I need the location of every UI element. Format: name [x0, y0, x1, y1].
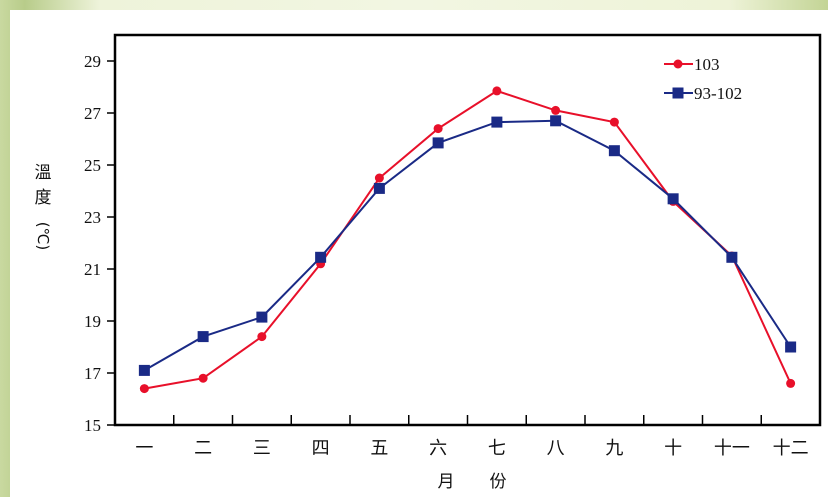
y-tick-label: 29: [84, 52, 101, 71]
series-line-0: [144, 89, 792, 390]
data-point: [785, 341, 797, 353]
data-point: [786, 378, 796, 388]
y-tick-label: 23: [84, 208, 101, 227]
x-tick-label: 九: [605, 438, 623, 458]
data-point: [491, 116, 503, 128]
legend-label: 103: [694, 55, 720, 74]
y-axis: 15 17 19 21 23 25 27 29: [84, 52, 115, 435]
legend-marker: [672, 87, 684, 99]
series-layer: [138, 86, 797, 394]
x-tick-label: 三: [253, 438, 271, 458]
data-point: [373, 182, 385, 194]
y-tick-label: 21: [84, 260, 101, 279]
x-tick-label: 二: [194, 438, 212, 458]
legend-marker: [673, 59, 683, 69]
data-point: [198, 373, 208, 383]
chart-background: [10, 10, 828, 497]
x-axis-label-char: 份: [490, 472, 507, 492]
x-tick-label: 七: [488, 438, 506, 458]
x-tick-label: 五: [370, 438, 388, 458]
x-tick-label: 四: [312, 438, 330, 458]
data-point: [374, 173, 384, 183]
x-axis-label: 月份: [438, 472, 507, 492]
y-tick-label: 17: [84, 364, 102, 383]
y-axis-label-char: 度: [35, 188, 52, 208]
data-point: [492, 86, 502, 96]
y-tick-label: 25: [84, 156, 101, 175]
data-point: [197, 331, 209, 343]
y-axis-label-unit: (℃): [34, 222, 52, 251]
data-point: [433, 124, 443, 134]
legend: 103 93-102: [664, 55, 742, 103]
y-axis-label: 溫度 (℃): [34, 163, 52, 250]
data-point: [256, 311, 268, 323]
data-point: [550, 115, 562, 127]
x-tick-label: 十: [664, 438, 682, 458]
legend-label: 93-102: [694, 84, 742, 103]
x-tick-label: 十二: [773, 438, 809, 458]
y-tick-label: 27: [84, 104, 102, 123]
x-tick-label: 八: [547, 438, 565, 458]
x-axis: 一 二 三 四 五 六 七 八 九 十 十一 十二: [135, 415, 809, 458]
x-tick-label: 一: [135, 438, 153, 458]
data-point: [257, 332, 267, 342]
data-point: [667, 193, 679, 205]
x-tick-label: 六: [429, 438, 447, 458]
data-point: [432, 137, 444, 149]
x-tick-label: 十一: [714, 438, 750, 458]
series-line-1: [143, 119, 792, 372]
y-tick-label: 19: [84, 312, 101, 331]
data-point: [138, 364, 150, 376]
x-axis-label-char: 月: [438, 472, 455, 492]
data-point: [609, 117, 619, 127]
data-point: [315, 251, 327, 263]
y-axis-label-char: 溫: [35, 163, 52, 183]
data-point: [726, 251, 738, 263]
data-point: [139, 384, 149, 394]
y-tick-label: 15: [84, 416, 101, 435]
data-point: [608, 145, 620, 157]
data-point: [551, 105, 561, 115]
